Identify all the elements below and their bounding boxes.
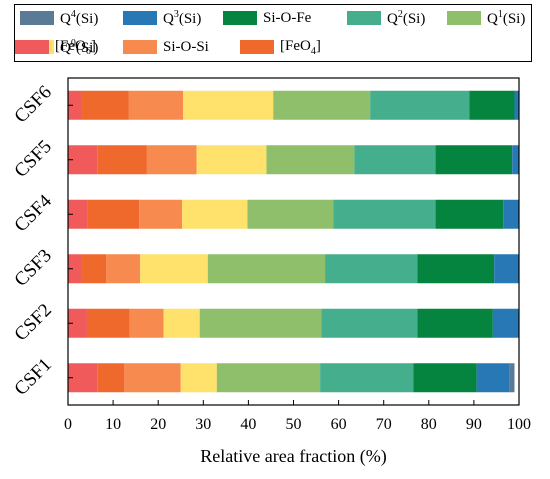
legend: Q4(Si) Q3(Si) Si-O-Fe Q2(Si) Q1(Si) Q0(Si) Si-… bbox=[14, 4, 532, 62]
legend-item-q2-si-: Q2(Si) bbox=[347, 9, 425, 27]
bar-segment-csf5-si-o-fe bbox=[435, 145, 513, 175]
bar-segment-csf4-q3-si- bbox=[503, 199, 519, 229]
legend-label: Si-O-Fe bbox=[263, 9, 312, 26]
bar-segment-csf1-q2-si- bbox=[320, 363, 414, 393]
bar-segment-csf6-feo4 bbox=[81, 90, 129, 120]
bar-segment-csf5-q3-si- bbox=[512, 145, 519, 175]
bar-segment-csf3-si-o-si bbox=[106, 254, 141, 284]
plot-frame bbox=[67, 77, 520, 406]
bar-segment-csf5-q2-si- bbox=[354, 145, 436, 175]
x-tick-label: 80 bbox=[421, 416, 437, 433]
bar-segment-csf1-q1-si- bbox=[216, 363, 321, 393]
legend-item-feo4: [FeO4] bbox=[240, 37, 321, 57]
bar-segment-csf4-si-o-fe bbox=[435, 199, 504, 229]
bar-segment-csf6-si-o-si bbox=[128, 90, 183, 120]
legend-item-feo6: [FeO6] bbox=[15, 37, 96, 57]
x-tick-label: 40 bbox=[240, 416, 256, 433]
legend-item-si-o-fe: Si-O-Fe bbox=[223, 9, 311, 27]
bar-segment-csf1-si-o-fe bbox=[413, 363, 477, 393]
bar-segment-csf5-q1-si- bbox=[266, 145, 355, 175]
legend-label: [FeO4] bbox=[280, 37, 321, 57]
legend-swatch bbox=[123, 40, 157, 54]
x-axis-title: Relative area fraction (%) bbox=[200, 446, 386, 467]
bar-segment-csf5-q0-si- bbox=[196, 145, 267, 175]
legend-swatch bbox=[123, 11, 157, 25]
bar-segment-csf4-si-o-si bbox=[139, 199, 183, 229]
bar-segment-csf2-q1-si- bbox=[199, 308, 322, 338]
x-tick-label: 30 bbox=[195, 416, 211, 433]
bar-segment-csf3-feo6 bbox=[68, 254, 82, 284]
legend-swatch bbox=[447, 11, 481, 25]
bar-segment-csf6-feo6 bbox=[68, 90, 82, 120]
x-tick-label: 0 bbox=[64, 416, 72, 433]
x-tick-label: 90 bbox=[466, 416, 482, 433]
x-tick-label: 100 bbox=[507, 416, 531, 433]
x-tick-label: 10 bbox=[105, 416, 121, 433]
bar-segment-csf2-feo6 bbox=[68, 308, 87, 338]
bar-segment-csf6-si-o-fe bbox=[469, 90, 515, 120]
bar-segment-csf5-feo4 bbox=[97, 145, 147, 175]
x-tick-label: 60 bbox=[331, 416, 347, 433]
category-label-csf4: CSF4 bbox=[10, 190, 56, 236]
bar-segment-csf5-si-o-si bbox=[146, 145, 197, 175]
bar-segment-csf4-feo6 bbox=[68, 199, 88, 229]
legend-item-q3-si-: Q3(Si) bbox=[123, 9, 201, 27]
legend-swatch bbox=[15, 40, 49, 54]
bar-segment-csf1-q0-si- bbox=[180, 363, 217, 393]
bar-segment-csf2-si-o-fe bbox=[417, 308, 493, 338]
legend-label: Q3(Si) bbox=[163, 8, 202, 27]
bar-segment-csf2-q2-si- bbox=[321, 308, 418, 338]
bar-segment-csf2-si-o-si bbox=[129, 308, 164, 338]
bar-segment-csf3-q3-si- bbox=[494, 254, 519, 284]
bar-segment-csf6-q0-si- bbox=[183, 90, 274, 120]
category-label-csf5: CSF5 bbox=[10, 136, 55, 181]
bar-segment-csf1-feo4 bbox=[97, 363, 125, 393]
bar-segment-csf1-q4-si- bbox=[509, 363, 515, 393]
bar-segment-csf3-si-o-fe bbox=[417, 254, 495, 284]
bars bbox=[68, 90, 519, 393]
legend-item-si-o-si: Si-O-Si bbox=[123, 38, 209, 56]
bar-segment-csf6-q1-si- bbox=[273, 90, 371, 120]
legend-swatch bbox=[223, 11, 257, 25]
bar-segment-csf4-q0-si- bbox=[182, 199, 248, 229]
legend-label: Q2(Si) bbox=[387, 8, 426, 27]
category-label-csf1: CSF1 bbox=[10, 354, 55, 399]
legend-swatch bbox=[347, 11, 381, 25]
legend-label: [FeO6] bbox=[55, 37, 96, 57]
bar-segment-csf2-feo4 bbox=[86, 308, 130, 338]
category-label-csf6: CSF6 bbox=[10, 82, 55, 127]
bar-segment-csf1-q3-si- bbox=[476, 363, 510, 393]
bar-segment-csf3-q0-si- bbox=[140, 254, 208, 284]
bar-segment-csf6-q2-si- bbox=[370, 90, 470, 120]
category-label-csf2: CSF2 bbox=[10, 300, 55, 345]
legend-label: Q1(Si) bbox=[487, 8, 526, 27]
bar-segment-csf4-feo4 bbox=[87, 199, 140, 229]
legend-swatch bbox=[240, 40, 274, 54]
bar-segment-csf1-si-o-si bbox=[124, 363, 181, 393]
x-tick-label: 50 bbox=[286, 416, 302, 433]
bar-segment-csf6-q3-si- bbox=[514, 90, 519, 120]
legend-item-q4-si-: Q4(Si) bbox=[20, 9, 98, 27]
legend-label: Q0(Si) bbox=[60, 37, 99, 56]
legend-item-q1-si-: Q1(Si) bbox=[447, 9, 525, 27]
bar-segment-csf4-q1-si- bbox=[247, 199, 334, 229]
legend-label: Q4(Si) bbox=[60, 8, 99, 27]
category-label-csf3: CSF3 bbox=[10, 245, 55, 290]
bar-segment-csf3-feo4 bbox=[81, 254, 107, 284]
bar-segment-csf3-q1-si- bbox=[207, 254, 326, 284]
bar-segment-csf3-q2-si- bbox=[325, 254, 418, 284]
legend-label: Si-O-Si bbox=[163, 38, 209, 55]
x-tick-label: 20 bbox=[150, 416, 166, 433]
legend-swatch bbox=[20, 11, 54, 25]
x-tick-label: 70 bbox=[376, 416, 392, 433]
bar-segment-csf2-q0-si- bbox=[163, 308, 200, 338]
bar-segment-csf2-q3-si- bbox=[492, 308, 519, 338]
bar-segment-csf4-q2-si- bbox=[333, 199, 436, 229]
